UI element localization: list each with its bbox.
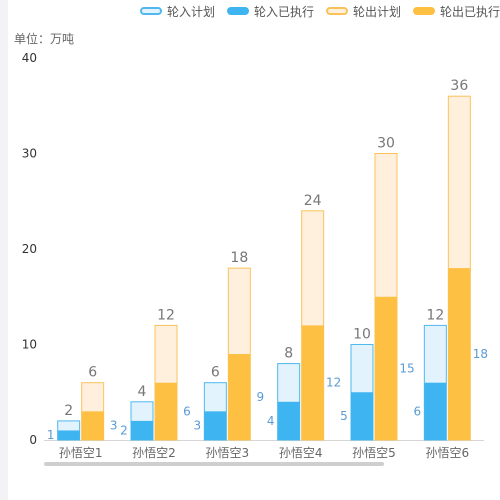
y-axis-unit-label: 单位：万吨	[14, 32, 75, 46]
y-tick-label: 20	[22, 242, 37, 256]
data-label-inbound-executed: 1	[47, 428, 55, 442]
left-edge-strip	[0, 0, 8, 500]
x-category-label: 孙悟空1	[59, 445, 103, 460]
bar-outbound-executed	[155, 382, 177, 440]
data-label-outbound-plan: 24	[304, 193, 322, 209]
bar-outbound-executed	[228, 354, 251, 440]
horizontal-scrollbar[interactable]	[44, 462, 384, 466]
data-label-outbound-plan: 12	[157, 307, 175, 323]
legend-label-outbound-plan: 轮出计划	[352, 4, 401, 19]
data-label-inbound-executed: 6	[414, 404, 422, 418]
data-label-inbound-executed: 2	[120, 423, 128, 437]
x-category-label: 孙悟空2	[132, 445, 176, 460]
data-label-inbound-plan: 8	[284, 346, 293, 362]
y-tick-label: 40	[22, 51, 37, 65]
bar-inbound-executed	[204, 411, 227, 440]
data-label-inbound-plan: 12	[426, 307, 444, 323]
x-category-label: 孙悟空5	[352, 445, 396, 460]
legend-item-outbound-done[interactable]: 轮出已执行	[412, 3, 500, 20]
data-label-outbound-executed: 3	[110, 419, 118, 433]
legend-label-inbound-plan: 轮入计划	[166, 4, 215, 19]
chart-legend: 轮入计划 轮入已执行 轮出计划 轮出已执行	[128, 2, 500, 20]
data-label-outbound-executed: 9	[257, 390, 265, 404]
legend-swatch-outbound-plan	[325, 7, 348, 15]
legend-item-inbound-done[interactable]: 轮入已执行	[226, 3, 314, 20]
legend-label-inbound-done: 轮入已执行	[253, 4, 314, 19]
bar-inbound-executed	[351, 392, 373, 440]
bar-outbound-executed	[375, 296, 397, 440]
x-category-label: 孙悟空6	[426, 445, 470, 460]
bar-inbound-executed	[131, 420, 153, 440]
data-label-outbound-executed: 15	[399, 361, 414, 375]
legend-label-outbound-done: 轮出已执行	[439, 4, 500, 19]
bar-outbound-executed	[81, 411, 104, 440]
legend-item-outbound-plan[interactable]: 轮出计划	[325, 3, 401, 20]
bar-inbound-executed	[277, 401, 300, 440]
legend-swatch-outbound-done	[412, 7, 435, 15]
legend-swatch-inbound-plan	[139, 7, 162, 15]
data-label-inbound-plan: 4	[138, 384, 147, 400]
y-tick-label: 0	[29, 433, 37, 447]
data-label-inbound-plan: 2	[64, 403, 73, 419]
data-label-outbound-plan: 6	[88, 365, 97, 381]
y-tick-label: 10	[22, 338, 37, 352]
data-label-inbound-executed: 5	[340, 409, 348, 423]
bar-outbound-executed	[448, 268, 471, 440]
data-label-outbound-plan: 18	[230, 250, 248, 266]
data-label-outbound-executed: 18	[473, 347, 488, 361]
legend-item-inbound-plan[interactable]: 轮入计划	[139, 3, 215, 20]
bar-outbound-executed	[301, 325, 324, 440]
y-tick-label: 30	[22, 147, 37, 161]
data-label-inbound-executed: 4	[267, 414, 275, 428]
data-label-inbound-plan: 6	[211, 365, 220, 381]
legend-swatch-inbound-done	[226, 7, 249, 15]
data-label-inbound-plan: 10	[353, 327, 371, 343]
data-label-outbound-plan: 36	[450, 78, 468, 94]
data-label-outbound-executed: 12	[326, 376, 341, 390]
data-label-outbound-executed: 6	[183, 404, 191, 418]
x-category-label: 孙悟空3	[206, 445, 250, 460]
data-label-outbound-plan: 30	[377, 136, 395, 152]
bar-inbound-executed	[57, 430, 80, 440]
data-label-inbound-executed: 3	[194, 419, 202, 433]
x-category-label: 孙悟空4	[279, 445, 323, 460]
bar-inbound-executed	[424, 382, 447, 440]
